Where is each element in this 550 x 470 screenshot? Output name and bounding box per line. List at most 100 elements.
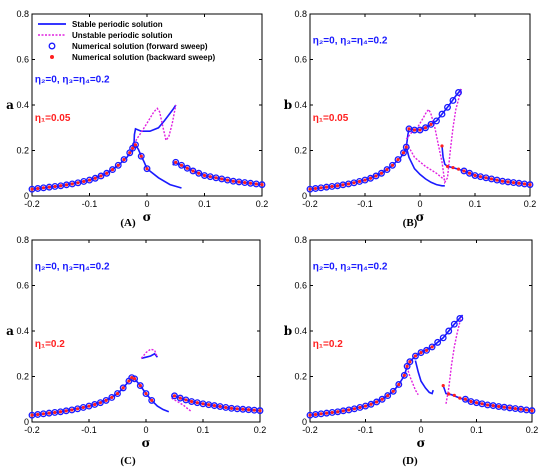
forward-sweep-point — [389, 387, 397, 395]
forward-sweep-point — [91, 174, 99, 182]
forward-sweep-point — [171, 392, 178, 400]
backward-sweep-point — [241, 407, 245, 411]
backward-sweep-point — [369, 402, 373, 406]
x-tick-label: -0.1 — [358, 425, 374, 435]
backward-sweep-point — [70, 408, 74, 412]
backward-sweep-point — [220, 177, 224, 181]
forward-sweep-point — [195, 169, 203, 177]
backward-sweep-point — [358, 405, 362, 410]
annotation: η₁=0.2 — [35, 339, 65, 350]
x-tick-label: 0.2 — [524, 199, 537, 209]
x-tick-label: 0 — [143, 425, 148, 435]
backward-sweep-point — [258, 409, 262, 413]
backward-sweep-point — [93, 176, 97, 180]
legend-forward-swatch — [48, 42, 56, 50]
backward-sweep-point — [235, 407, 239, 411]
forward-sweep-point — [109, 166, 116, 174]
backward-sweep-point — [225, 178, 230, 182]
backward-sweep-point — [76, 181, 80, 185]
y-tick-label: 0 — [24, 417, 29, 427]
forward-sweep-point — [383, 166, 391, 174]
backward-sweep-point — [513, 406, 517, 411]
forward-sweep-point — [120, 156, 128, 164]
x-tick-label: -0.1 — [82, 199, 98, 209]
y-tick-label: 0 — [302, 417, 307, 427]
x-axis-label: σ — [417, 436, 426, 450]
backward-sweep-point — [336, 410, 340, 414]
forward-sweep-point — [108, 393, 116, 401]
backward-sweep-point — [133, 377, 137, 381]
backward-sweep-point — [380, 397, 384, 401]
forward-sweep-point — [528, 407, 536, 415]
backward-sweep-point — [131, 146, 135, 150]
backward-sweep-point — [36, 186, 40, 191]
backward-sweep-point — [386, 394, 390, 398]
x-tick-label: 0.2 — [256, 199, 269, 209]
x-tick-label: -0.2 — [24, 425, 40, 435]
backward-sweep-point — [480, 402, 484, 406]
annotation: η₂=0, η₃=η₄=0.2 — [313, 262, 388, 273]
backward-sweep-point — [429, 122, 433, 126]
forward-sweep-point — [137, 152, 145, 160]
backward-sweep-point — [445, 164, 450, 169]
y-tick-label: 0.6 — [294, 281, 307, 291]
forward-sweep-point — [367, 400, 375, 408]
backward-sweep-point — [363, 178, 367, 182]
backward-sweep-point — [452, 393, 456, 397]
backward-sweep-point — [469, 399, 473, 404]
forward-sweep-point — [461, 395, 469, 403]
backward-sweep-point — [81, 405, 85, 410]
backward-sweep-point — [404, 145, 408, 149]
x-tick-label: 0.1 — [469, 199, 482, 209]
backward-sweep-point — [397, 382, 401, 387]
y-tick-label: 0.2 — [16, 146, 29, 156]
backward-sweep-point — [522, 182, 527, 186]
backward-sweep-point — [224, 405, 228, 410]
unstable-solution-line — [406, 367, 419, 396]
stable-solution-line — [405, 146, 445, 187]
stable-solution-line — [31, 376, 170, 416]
backward-sweep-point — [405, 364, 409, 368]
forward-sweep-point — [406, 358, 414, 366]
forward-sweep-point — [445, 327, 453, 335]
forward-sweep-point — [455, 89, 462, 96]
y-tick-label: 0.4 — [16, 326, 29, 336]
unstable-solution-line — [131, 104, 177, 148]
y-tick-label: 0.2 — [16, 372, 29, 382]
backward-sweep-point — [121, 386, 125, 390]
backward-sweep-point — [53, 184, 57, 189]
forward-sweep-point — [417, 349, 425, 357]
y-tick-label: 0.8 — [294, 235, 307, 245]
backward-sweep-point — [82, 179, 86, 184]
backward-sweep-point — [390, 163, 395, 167]
backward-sweep-point — [70, 182, 74, 186]
forward-sweep-point — [416, 126, 424, 134]
y-tick-label: 0.6 — [16, 281, 29, 291]
backward-sweep-point — [144, 391, 148, 396]
backward-sweep-point — [502, 405, 506, 409]
backward-sweep-point — [423, 126, 428, 130]
forward-sweep-point — [456, 315, 464, 322]
backward-sweep-point — [408, 360, 412, 364]
backward-sweep-point — [506, 180, 510, 184]
forward-sweep-point — [438, 110, 446, 118]
forward-sweep-point — [394, 156, 402, 164]
forward-sweep-point — [178, 161, 185, 169]
backward-sweep-point — [402, 373, 406, 377]
backward-sweep-point — [202, 173, 207, 178]
backward-sweep-point — [412, 128, 417, 132]
backward-sweep-point — [489, 177, 494, 181]
backward-sweep-point — [407, 127, 411, 131]
backward-sweep-point — [313, 412, 318, 417]
forward-sweep-point — [86, 176, 93, 184]
backward-sweep-point — [145, 167, 149, 171]
y-tick-label: 0.2 — [294, 146, 307, 156]
backward-sweep-point — [330, 410, 334, 415]
backward-sweep-point — [517, 181, 521, 185]
x-axis-label: σ — [143, 210, 152, 224]
backward-sweep-point — [87, 404, 91, 408]
forward-sweep-point — [256, 407, 264, 415]
forward-sweep-point — [400, 371, 408, 379]
x-tick-label: -0.2 — [302, 199, 318, 209]
backward-sweep-point — [391, 389, 395, 393]
